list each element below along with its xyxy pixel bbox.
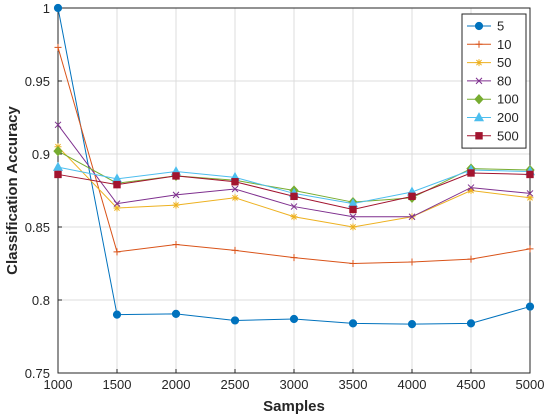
legend-entry: 80 <box>467 73 511 88</box>
legend-entry: 100 <box>467 92 519 107</box>
data-point <box>113 180 121 189</box>
x-tick-label: 4500 <box>457 377 486 392</box>
data-point <box>467 169 475 177</box>
data-point <box>466 319 476 328</box>
data-point <box>408 258 416 266</box>
data-point <box>171 309 181 318</box>
legend-label: 5 <box>497 19 504 34</box>
data-point <box>467 184 475 191</box>
data-point <box>349 213 357 221</box>
y-tick-label: 0.9 <box>32 147 50 162</box>
data-point <box>231 185 239 193</box>
data-point <box>54 43 62 51</box>
axis-ticks: 1000 1500 2000 2500 3000 3500 4000 4500 50000.75… <box>25 1 545 392</box>
data-point <box>349 205 357 214</box>
data-point <box>112 310 122 319</box>
y-axis-title: Classification Accuracy <box>4 106 21 275</box>
y-tick-label: 0.8 <box>32 293 50 308</box>
data-point <box>407 319 417 329</box>
x-axis-title: Samples <box>263 398 325 415</box>
y-tick-label: 1 <box>43 1 50 16</box>
data-point <box>53 145 63 157</box>
data-point <box>526 170 534 179</box>
data-point <box>526 190 534 197</box>
legend-marker <box>474 21 484 31</box>
legend-label: 10 <box>497 37 511 52</box>
legend-label: 100 <box>497 92 519 107</box>
data-point <box>408 213 416 221</box>
data-point <box>52 161 64 171</box>
data-point <box>467 255 475 263</box>
legend-label: 80 <box>497 73 511 88</box>
data-point <box>231 178 239 186</box>
data-point <box>230 316 240 325</box>
data-point <box>172 191 180 199</box>
x-tick-label: 4000 <box>398 377 427 392</box>
data-point <box>172 241 180 249</box>
data-point <box>526 245 534 253</box>
data-point <box>172 172 180 180</box>
data-point <box>113 248 121 256</box>
legend-marker <box>475 132 483 140</box>
data-point <box>172 201 180 209</box>
series-500 <box>54 169 534 214</box>
data-point <box>54 121 62 129</box>
legend-entry: 5 <box>467 19 504 34</box>
series-group <box>52 3 536 329</box>
x-tick-label: 2500 <box>221 377 250 392</box>
data-point <box>467 187 475 194</box>
data-point <box>113 200 121 207</box>
legend-marker <box>475 77 483 85</box>
legend-marker <box>475 40 483 48</box>
data-point <box>349 223 357 231</box>
y-tick-label: 0.85 <box>25 220 50 235</box>
data-point <box>290 192 298 201</box>
legend-entry: 50 <box>467 55 511 70</box>
data-point <box>289 314 299 324</box>
data-point <box>526 194 534 202</box>
data-point <box>290 203 298 210</box>
data-point <box>231 246 239 254</box>
y-tick-label: 0.75 <box>25 366 50 381</box>
legend-label: 50 <box>497 55 511 70</box>
legend-marker <box>473 112 485 122</box>
x-tick-label: 1000 <box>44 377 73 392</box>
data-point <box>525 302 535 311</box>
legend-entry: 500 <box>467 128 519 143</box>
legend-entry: 10 <box>467 37 511 52</box>
data-point <box>290 254 298 262</box>
legend-label: 200 <box>497 110 519 125</box>
data-point <box>113 204 121 212</box>
legend-marker <box>474 94 484 105</box>
series-5 <box>53 3 535 329</box>
legend: 5 10 50 80 100 200 500 <box>461 13 527 149</box>
y-tick-label: 0.95 <box>25 74 50 89</box>
data-point <box>408 192 416 201</box>
legend-label: 500 <box>497 128 519 143</box>
x-tick-label: 3000 <box>280 377 309 392</box>
data-point <box>348 319 358 328</box>
data-point <box>349 260 357 267</box>
legend-marker <box>475 59 483 67</box>
x-tick-label: 5000 <box>516 377 545 392</box>
data-point <box>54 170 62 179</box>
x-tick-label: 2000 <box>162 377 191 392</box>
data-point <box>53 3 63 13</box>
data-point <box>290 213 298 221</box>
series-80 <box>54 121 534 221</box>
series-10 <box>54 43 534 267</box>
x-tick-label: 1500 <box>103 377 132 392</box>
legend-entry: 200 <box>467 110 519 125</box>
x-tick-label: 3500 <box>339 377 368 392</box>
data-point <box>231 194 239 202</box>
